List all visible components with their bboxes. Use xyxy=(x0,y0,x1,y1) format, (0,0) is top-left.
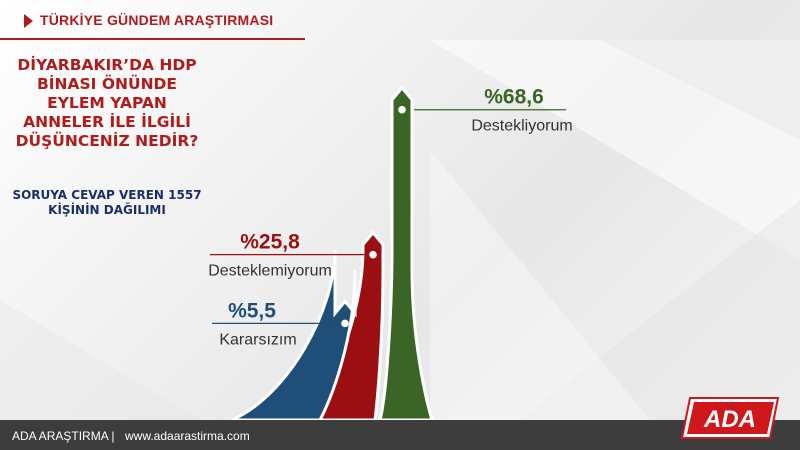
ada-logo: ADA xyxy=(680,397,780,439)
value-label: %68,6 xyxy=(484,86,544,109)
sample-line: KİŞİNİN DAĞILIMI xyxy=(48,203,166,217)
question-line: BİNASI ÖNÜNDE xyxy=(36,75,178,93)
chart: %5,5 Kararsızım %25,8 Desteklemiyorum %68,6 D… xyxy=(208,85,573,420)
sample-line: SORUYA CEVAP VEREN 1557 xyxy=(12,188,202,202)
footer-url[interactable]: www.adaarastirma.com xyxy=(125,429,250,443)
bar-dot xyxy=(369,250,377,259)
category-label: Desteklemiyorum xyxy=(208,263,332,280)
bar-kararsızım xyxy=(231,249,357,420)
bar-dot xyxy=(341,319,349,328)
category-label: Kararsızım xyxy=(219,331,296,348)
question-line: DÜŞÜNCENİZ NEDİR? xyxy=(15,132,199,150)
header-title: TÜRKİYE GÜNDEM ARAŞTIRMASI xyxy=(40,12,274,28)
header: TÜRKİYE GÜNDEM ARAŞTIRMASI xyxy=(0,0,800,40)
question: DİYARBAKIR’DA HDP BİNASI ÖNÜNDE EYLEM YA… xyxy=(0,56,214,151)
question-line: EYLEM YAPAN xyxy=(47,94,167,112)
question-line: ANNELER İLE İLGİLİ xyxy=(23,113,191,131)
value-label: %5,5 xyxy=(228,299,276,322)
question-line: DİYARBAKIR’DA HDP xyxy=(17,56,197,74)
value-label: %25,8 xyxy=(240,231,300,254)
bar-destekliyorum xyxy=(378,85,434,420)
header-rule xyxy=(0,38,305,40)
footer: ADA ARAŞTIRMA | www.adaarastirma.com xyxy=(0,420,800,450)
sample-note: SORUYA CEVAP VEREN 1557 KİŞİNİN DAĞILIMI xyxy=(0,188,214,218)
play-triangle-icon xyxy=(24,14,33,28)
category-label: Destekliyorum xyxy=(471,118,572,135)
logo-text: ADA xyxy=(703,406,756,433)
footer-brand: ADA ARAŞTIRMA | xyxy=(12,429,115,443)
bar-dot xyxy=(398,105,406,114)
